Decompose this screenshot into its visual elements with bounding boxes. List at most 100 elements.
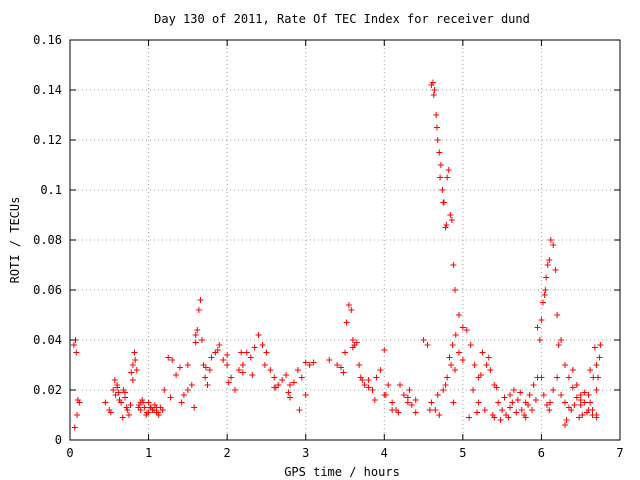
data-point — [131, 349, 138, 356]
data-point — [526, 392, 533, 398]
data-point — [507, 392, 513, 398]
data-point — [178, 399, 185, 406]
x-tick-label: 1 — [145, 446, 152, 460]
data-point — [202, 374, 209, 381]
data-point — [263, 349, 270, 356]
data-point — [153, 404, 160, 411]
data-point — [238, 349, 245, 356]
data-point — [406, 387, 413, 393]
data-point — [71, 424, 78, 431]
data-point — [102, 399, 109, 406]
data-point — [110, 387, 117, 393]
data-point — [353, 339, 360, 346]
data-point — [389, 407, 396, 413]
y-tick-label: 0.14 — [33, 83, 62, 97]
data-point — [204, 382, 211, 388]
data-point — [125, 412, 132, 418]
data-point — [569, 384, 576, 391]
y-tick-label: 0.02 — [33, 383, 62, 397]
data-point — [495, 399, 502, 406]
data-point — [137, 399, 144, 406]
data-point — [445, 167, 452, 173]
data-point — [129, 362, 136, 368]
data-point — [208, 354, 215, 361]
data-point — [177, 364, 183, 371]
data-point — [562, 422, 568, 428]
data-point — [112, 392, 119, 398]
data-point — [124, 407, 131, 413]
data-point — [232, 387, 238, 393]
data-point — [349, 344, 356, 351]
data-point — [216, 342, 223, 348]
data-point — [593, 414, 600, 421]
data-points — [70, 79, 604, 431]
data-point — [74, 412, 81, 418]
y-tick-label: 0.1 — [40, 183, 62, 197]
data-point — [343, 319, 350, 326]
data-point — [283, 372, 290, 378]
data-point — [381, 392, 388, 398]
data-point — [491, 414, 498, 421]
data-point — [552, 267, 559, 273]
data-point — [342, 349, 348, 356]
data-point — [546, 257, 553, 263]
data-point — [338, 364, 345, 371]
data-point — [477, 372, 484, 378]
data-point — [571, 402, 578, 408]
data-point — [359, 377, 366, 383]
data-point — [194, 327, 201, 333]
data-point — [447, 212, 454, 218]
data-point — [395, 409, 402, 416]
data-point — [505, 414, 512, 421]
data-point — [444, 374, 451, 381]
data-point — [463, 327, 470, 333]
data-point — [432, 407, 439, 413]
data-point — [259, 342, 266, 348]
data-point — [499, 407, 506, 413]
data-point — [450, 262, 457, 268]
x-tick-label: 4 — [381, 446, 388, 460]
grid-lines — [70, 40, 620, 440]
data-point — [597, 342, 604, 348]
data-point — [581, 389, 588, 396]
data-point — [569, 367, 576, 373]
data-point — [522, 414, 529, 421]
chart-title: Day 130 of 2011, Rate Of TEC Index for r… — [154, 12, 530, 26]
data-point — [129, 377, 136, 383]
data-point — [173, 372, 180, 378]
data-point — [400, 392, 407, 398]
data-point — [249, 372, 256, 378]
data-point — [424, 342, 431, 348]
data-point — [487, 367, 494, 373]
data-point — [224, 362, 231, 368]
data-point — [466, 414, 473, 421]
data-point — [550, 242, 557, 248]
data-point — [279, 377, 286, 383]
data-point — [579, 412, 586, 418]
data-point — [538, 374, 545, 381]
data-point — [562, 362, 568, 368]
data-point — [404, 394, 411, 401]
data-point — [590, 374, 597, 381]
data-point — [507, 404, 513, 411]
data-point — [302, 359, 309, 366]
data-point — [459, 324, 466, 331]
y-axis-label: ROTI / TECUs — [8, 197, 22, 284]
data-point — [576, 414, 583, 421]
data-point — [501, 394, 508, 401]
data-point — [70, 342, 77, 348]
x-tick-label: 0 — [66, 446, 73, 460]
data-point — [589, 407, 596, 413]
data-point — [497, 417, 504, 423]
data-point — [555, 342, 562, 348]
data-point — [439, 187, 446, 193]
data-point — [534, 324, 541, 331]
x-tick-label: 3 — [302, 446, 309, 460]
data-point — [547, 399, 554, 406]
data-point — [529, 407, 535, 413]
data-point — [436, 412, 443, 418]
data-point — [431, 87, 438, 93]
data-point — [541, 292, 548, 298]
data-point — [191, 404, 198, 411]
